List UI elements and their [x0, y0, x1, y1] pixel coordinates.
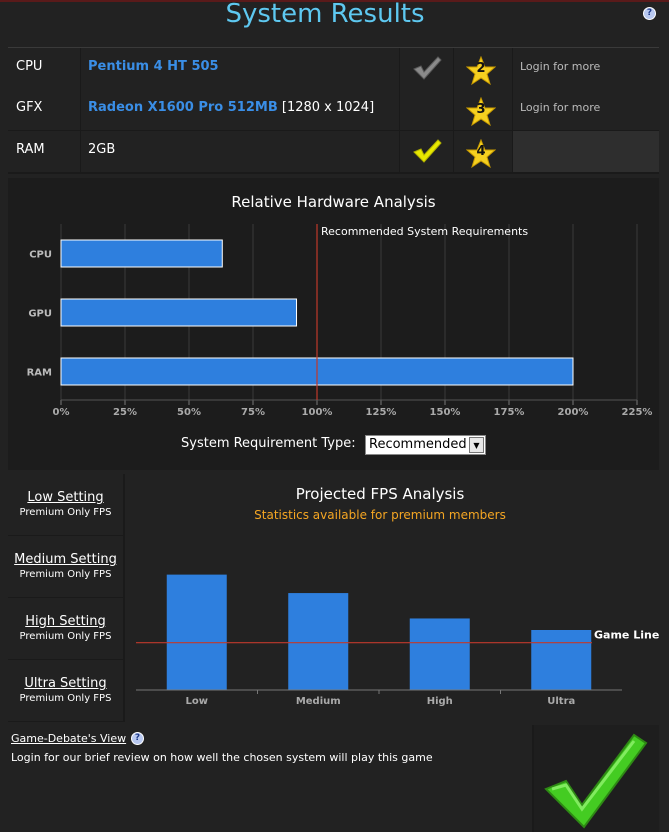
hardware-label: CPU [8, 48, 80, 89]
hardware-row-ram: RAM 2GB 4 [8, 131, 659, 172]
hardware-value: 2GB [81, 131, 399, 172]
view-title-link[interactable]: Game-Debate's View [11, 732, 127, 745]
cpu-link[interactable]: Pentium 4 HT 505 [88, 59, 219, 74]
setting-name[interactable]: Medium Setting [14, 552, 117, 567]
setting-ultra[interactable]: Ultra Setting Premium Only FPS [8, 660, 123, 721]
fps-bar-low [166, 574, 227, 690]
fps-section: Low Setting Premium Only FPS Medium Sett… [8, 474, 659, 722]
login-for-more-link[interactable]: Login for more [513, 89, 659, 130]
rating-number: 2 [476, 61, 486, 76]
chevron-down-icon[interactable]: ▼ [469, 437, 484, 453]
fps-category-label: High [427, 696, 453, 707]
fps-bar-medium [288, 593, 349, 690]
resolution: [1280 x 1024] [281, 100, 375, 115]
hardware-row-gfx: GFX Radeon X1600 Pro 512MB [1280 x 1024]… [8, 89, 659, 130]
login-for-more-link[interactable]: Login for more [513, 48, 659, 89]
grey-check-icon [413, 56, 442, 80]
check-cell [400, 89, 453, 130]
hardware-value: Pentium 4 HT 505 [81, 48, 399, 89]
hardware-label: GFX [8, 89, 80, 130]
rating-cell: 3 [454, 89, 512, 130]
x-tick-label: 25% [113, 407, 137, 418]
x-tick-label: 175% [494, 407, 525, 418]
setting-name[interactable]: High Setting [25, 614, 106, 629]
setting-sub: Premium Only FPS [19, 569, 112, 580]
hardware-analysis-panel: Relative Hardware Analysis 0% 25% 50% 75% 10… [8, 178, 659, 470]
requirement-label: Recommended System Requirements [321, 225, 528, 238]
hardware-label: RAM [8, 131, 80, 172]
check-cell [400, 131, 453, 172]
x-tick-label: 150% [430, 407, 461, 418]
gpu-link[interactable]: Radeon X1600 Pro 512MB [88, 100, 278, 115]
check-cell [400, 48, 453, 89]
x-tick-label: 0% [53, 407, 70, 418]
fps-chart: Low Medium High Ultra Game Line [136, 574, 659, 707]
hardware-chart: 0% 25% 50% 75% 100% 125% 150% 175% 200% 225% CPU GP… [27, 224, 653, 418]
fps-category-label: Low [186, 696, 208, 707]
y-category-label: GPU [28, 309, 52, 320]
game-line-label: Game Line [594, 629, 659, 642]
verdict-panel [534, 725, 659, 832]
help-icon[interactable]: ? [131, 732, 144, 745]
star-icon [466, 139, 496, 169]
rating-number: 4 [476, 144, 486, 159]
x-tick-label: 50% [177, 407, 201, 418]
y-category-label: CPU [29, 250, 52, 261]
star-icon [466, 56, 496, 86]
view-text-panel: Game-Debate's View ? Login for our brief… [8, 725, 532, 832]
setting-name[interactable]: Ultra Setting [24, 676, 107, 691]
green-check-icon [544, 733, 648, 829]
bar-gpu [60, 298, 298, 327]
x-tick-label: 200% [558, 407, 589, 418]
hardware-value: Radeon X1600 Pro 512MB [1280 x 1024] [81, 89, 399, 130]
setting-medium[interactable]: Medium Setting Premium Only FPS [8, 536, 123, 597]
setting-low[interactable]: Low Setting Premium Only FPS [8, 474, 123, 535]
x-tick-label: 225% [622, 407, 653, 418]
fps-category-label: Medium [296, 696, 341, 707]
hardware-row-cpu: CPU Pentium 4 HT 505 2 Login for more [8, 47, 659, 89]
rating-number: 3 [476, 102, 486, 117]
setting-sub: Premium Only FPS [19, 507, 112, 518]
bar-cpu [60, 239, 223, 268]
requirement-type-label: System Requirement Type: [181, 436, 356, 451]
fps-bar-high [409, 618, 470, 690]
yellow-check-icon [413, 139, 442, 163]
help-icon[interactable]: ? [643, 7, 656, 20]
hardware-chart-title: Relative Hardware Analysis [231, 193, 436, 211]
rating-cell: 4 [454, 131, 512, 172]
fps-category-label: Ultra [547, 696, 575, 707]
x-tick-label: 100% [302, 407, 333, 418]
x-tick-label: 75% [241, 407, 265, 418]
star-icon [466, 97, 496, 127]
game-debate-view: Game-Debate's View ? Login for our brief… [8, 725, 659, 832]
fps-chart-panel: Projected FPS Analysis Statistics availa… [125, 474, 659, 722]
x-tick-label: 125% [366, 407, 397, 418]
fps-bar-ultra [531, 630, 592, 690]
y-category-label: RAM [27, 368, 52, 379]
requirement-type-select[interactable]: Recommended ▼ [365, 435, 486, 455]
page-title: System Results [225, 0, 425, 29]
premium-notice[interactable]: Statistics available for premium members [254, 508, 506, 522]
setting-name[interactable]: Low Setting [27, 490, 104, 505]
setting-sub: Premium Only FPS [19, 693, 112, 704]
fps-chart-title: Projected FPS Analysis [295, 485, 465, 503]
rating-cell: 2 [454, 48, 512, 89]
empty-cell [513, 131, 659, 172]
hardware-table: CPU Pentium 4 HT 505 2 Login for more GF… [8, 47, 659, 174]
view-text: Login for our brief review on how well t… [11, 751, 433, 764]
setting-high[interactable]: High Setting Premium Only FPS [8, 598, 123, 659]
requirement-type-value: Recommended [369, 437, 467, 452]
setting-sub: Premium Only FPS [19, 631, 112, 642]
top-border [0, 0, 669, 2]
